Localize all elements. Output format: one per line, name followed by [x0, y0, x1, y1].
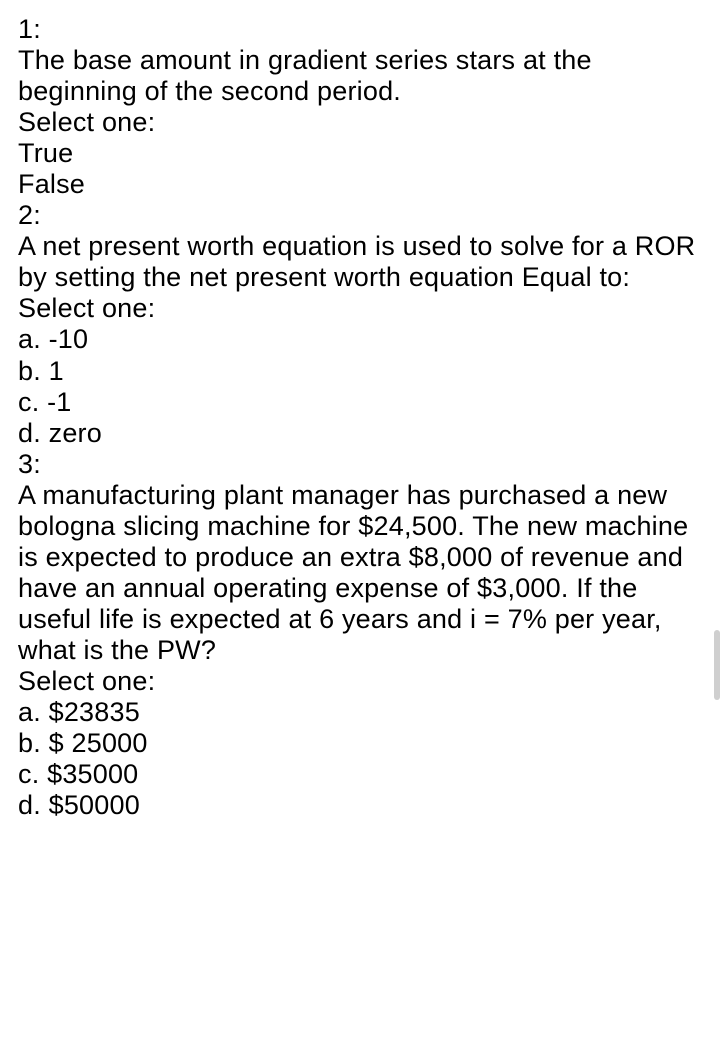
question-2: 2: A net present worth equation is used … [18, 200, 702, 448]
option-false[interactable]: False [18, 169, 702, 200]
question-number: 3: [18, 449, 702, 480]
quiz-page: 1: The base amount in gradient series st… [0, 0, 720, 835]
option-c[interactable]: c. $35000 [18, 759, 702, 790]
option-d[interactable]: d. zero [18, 418, 702, 449]
question-3: 3: A manufacturing plant manager has pur… [18, 449, 702, 822]
option-a[interactable]: a. $23835 [18, 697, 702, 728]
option-a[interactable]: a. -10 [18, 324, 702, 355]
option-b[interactable]: b. 1 [18, 356, 702, 387]
question-number: 1: [18, 14, 702, 45]
option-true[interactable]: True [18, 138, 702, 169]
select-prompt: Select one: [18, 107, 702, 138]
question-text: The base amount in gradient series stars… [18, 45, 702, 107]
select-prompt: Select one: [18, 666, 702, 697]
question-text: A manufacturing plant manager has purcha… [18, 480, 702, 666]
question-1: 1: The base amount in gradient series st… [18, 14, 702, 200]
option-d[interactable]: d. $50000 [18, 790, 702, 821]
option-b[interactable]: b. $ 25000 [18, 728, 702, 759]
question-text: A net present worth equation is used to … [18, 231, 702, 293]
vertical-scrollbar[interactable] [714, 630, 720, 700]
option-c[interactable]: c. -1 [18, 387, 702, 418]
select-prompt: Select one: [18, 293, 702, 324]
question-number: 2: [18, 200, 702, 231]
